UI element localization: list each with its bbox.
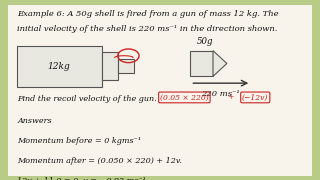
Bar <box>17 46 102 87</box>
Text: Example 6: A 50g shell is fired from a gun of mass 12 kg. The: Example 6: A 50g shell is fired from a g… <box>17 10 279 18</box>
Text: Find the recoil velocity of the gun.: Find the recoil velocity of the gun. <box>17 95 157 103</box>
Text: 220 ms⁻¹: 220 ms⁻¹ <box>201 90 240 98</box>
Text: 50g: 50g <box>197 37 213 46</box>
Text: Answers: Answers <box>17 117 52 125</box>
Bar <box>190 51 213 76</box>
Text: 12v + 11.0 = 0, v = −0.92 ms⁻¹.: 12v + 11.0 = 0, v = −0.92 ms⁻¹. <box>17 176 148 180</box>
Text: (0.05 × 220): (0.05 × 220) <box>160 93 209 101</box>
Text: 12kg: 12kg <box>47 62 70 71</box>
Text: Momentum after = (0.050 × 220) + 12v.: Momentum after = (0.050 × 220) + 12v. <box>17 157 182 165</box>
Bar <box>118 59 134 73</box>
Text: Momentum before = 0 kgms⁻¹: Momentum before = 0 kgms⁻¹ <box>17 137 141 145</box>
FancyBboxPatch shape <box>8 4 312 176</box>
Text: +: + <box>227 93 233 101</box>
Text: initial velocity of the shell is 220 ms⁻¹ in the direction shown.: initial velocity of the shell is 220 ms⁻… <box>17 25 277 33</box>
Bar <box>102 52 118 80</box>
Text: (−12v): (−12v) <box>242 93 268 101</box>
Polygon shape <box>213 51 227 76</box>
